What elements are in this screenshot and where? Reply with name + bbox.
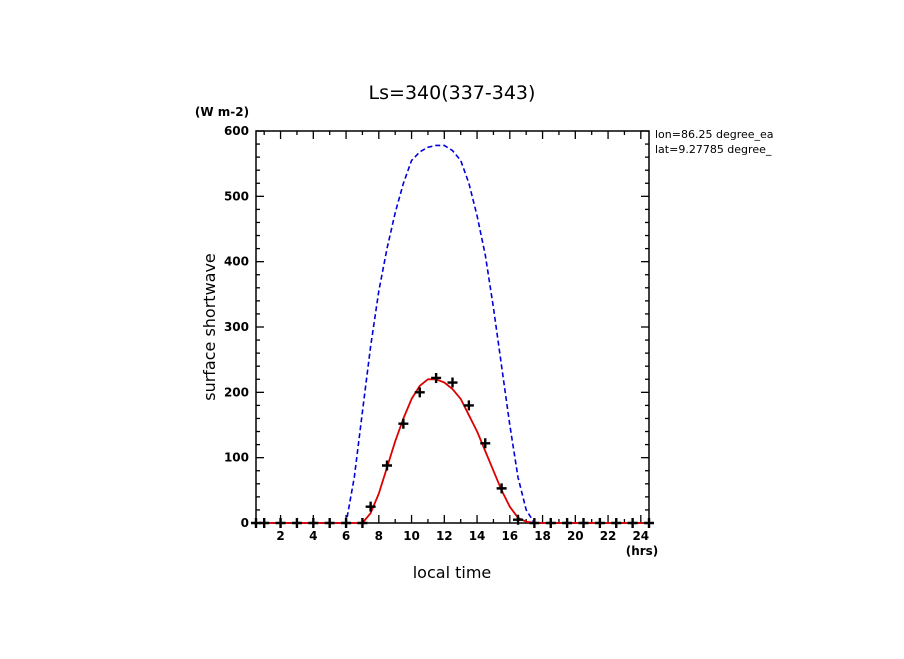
data-point-marker: [644, 518, 654, 528]
y-tick-label: 100: [224, 451, 249, 465]
x-tick-label: 6: [342, 529, 350, 543]
data-point-marker: [291, 518, 302, 528]
data-point-marker: [594, 518, 605, 528]
data-point-marker: [357, 518, 368, 528]
x-tick-label: 22: [600, 529, 617, 543]
data-point-marker: [611, 518, 622, 528]
data-point-marker: [259, 518, 270, 528]
y-tick-label: 300: [224, 320, 249, 334]
x-tick-label: 10: [403, 529, 420, 543]
x-tick-label: 12: [436, 529, 453, 543]
data-point-marker: [627, 518, 638, 528]
y-axis-label: surface shortwave: [200, 253, 219, 401]
data-point-marker: [414, 387, 425, 398]
x-unit-label: (hrs): [626, 544, 659, 558]
x-axis-label: local time: [413, 563, 492, 582]
y-tick-label: 600: [224, 124, 249, 138]
data-point-marker: [562, 518, 573, 528]
chart-title: Ls=340(337-343): [369, 82, 536, 104]
data-point-marker: [382, 460, 392, 471]
annotation-lat: lat=9.27785 degree_: [655, 143, 772, 156]
series-line-red-solid: [256, 378, 649, 524]
y-tick-label: 500: [224, 189, 249, 203]
x-tick-label: 24: [632, 529, 649, 543]
x-tick-label: 4: [309, 529, 317, 543]
data-point-marker: [529, 518, 540, 528]
annotation-lon: lon=86.25 degree_ea: [655, 128, 774, 141]
data-point-marker: [578, 518, 589, 528]
y-tick-label: 0: [241, 516, 249, 530]
x-tick-label: 14: [469, 529, 486, 543]
data-point-marker: [365, 501, 376, 512]
x-tick-label: 18: [534, 529, 551, 543]
x-tick-label: 20: [567, 529, 584, 543]
data-point-marker: [341, 518, 352, 528]
data-point-marker: [480, 438, 491, 449]
plot-frame: [255, 130, 650, 524]
x-tick-label: 2: [276, 529, 284, 543]
data-point-marker: [447, 377, 458, 388]
y-unit-label: (W m-2): [195, 105, 249, 119]
data-point-marker: [275, 518, 286, 528]
y-tick-label: 400: [224, 255, 249, 269]
data-point-marker: [431, 372, 442, 383]
data-point-marker: [513, 514, 523, 525]
y-tick-label: 200: [224, 385, 249, 399]
data-point-marker: [308, 518, 319, 528]
data-point-marker: [463, 400, 474, 411]
series-line-blue-dashed: [256, 144, 649, 524]
x-tick-label: 16: [501, 529, 518, 543]
data-point-marker: [496, 483, 507, 494]
data-point-marker: [324, 518, 335, 528]
data-point-marker: [545, 518, 556, 528]
data-point-marker: [398, 418, 409, 429]
x-tick-label: 8: [375, 529, 383, 543]
